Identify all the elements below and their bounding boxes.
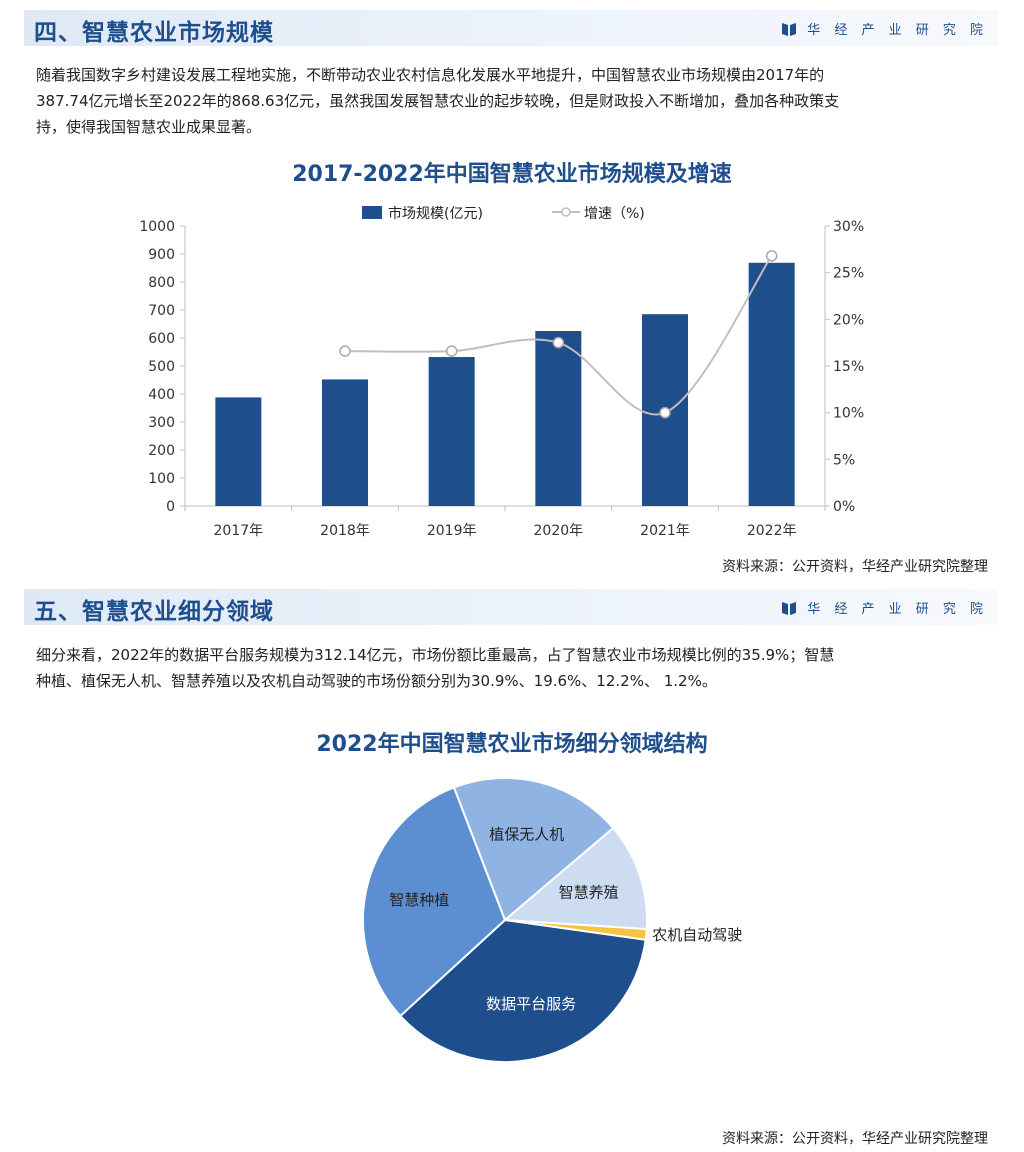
pie-chart-title: 2022年中国智慧农业市场细分领域结构 — [316, 732, 708, 757]
y-right-tick-label: 15% — [833, 359, 864, 375]
pie-slice-农机自动驾驶 — [504, 919, 648, 941]
paragraph-line: 细分来看，2022年的数据平台服务规模为312.14亿元，市场份额比重最高，占了… — [36, 646, 835, 664]
bar-2020年 — [535, 331, 582, 506]
bar-chart-title: 2017-2022年中国智慧农业市场规模及增速 — [292, 162, 732, 187]
x-tick-label: 2019年 — [427, 523, 477, 539]
x-tick-label: 2017年 — [214, 523, 264, 539]
legend-bar-label: 市场规模(亿元) — [388, 205, 483, 222]
brand-name: 华 经 产 业 研 究 院 — [807, 602, 988, 617]
growth-point-2020年 — [552, 336, 565, 349]
y-right-tick-label: 20% — [833, 312, 864, 328]
brand-label: 华 经 产 业 研 究 院 — [781, 19, 988, 38]
pie-slice-智慧养殖 — [502, 826, 648, 931]
section4-source: 资料来源：公开资料，华经产业研究院整理 — [722, 559, 988, 575]
x-tick-label: 2018年 — [320, 523, 370, 539]
y-left-tick-label: 600 — [148, 331, 175, 347]
bar-2019年 — [428, 357, 475, 506]
paragraph-line: 随着我国数字乡村建设发展工程地实施，不断带动农业农村信息化发展水平地提升，中国智… — [36, 66, 825, 84]
growth-point-2018年 — [339, 345, 351, 357]
paragraph-line: 种植、植保无人机、智慧养殖以及农机自动驾驶的市场份额分别为30.9%、19.6%… — [36, 672, 717, 690]
section4-header: 四、智慧农业市场规模 华 经 产 业 研 究 院 — [24, 10, 998, 46]
y-left-tick-label: 800 — [148, 275, 175, 291]
pie-label: 智慧养殖 — [559, 883, 619, 901]
section5-heading: 五、智慧农业细分领域 — [34, 599, 274, 625]
y-right-tick-label: 5% — [833, 452, 855, 468]
legend-line-marker — [561, 207, 571, 217]
x-tick-label: 2020年 — [534, 523, 584, 539]
paragraph-line: 持，使得我国智慧农业成果显著。 — [36, 118, 262, 136]
brand-name: 华 经 产 业 研 究 院 — [807, 23, 988, 38]
growth-line — [344, 255, 773, 416]
growth-point-2019年 — [445, 345, 458, 357]
section5-paragraph: 细分来看，2022年的数据平台服务规模为312.14亿元，市场份额比重最高，占了… — [36, 642, 992, 694]
pie-slice-植保无人机 — [452, 777, 615, 922]
growth-point-2022年 — [765, 250, 778, 262]
brand-logo-icon — [782, 601, 797, 615]
y-left-tick-label: 1000 — [139, 219, 175, 235]
pie-label: 农机自动驾驶 — [652, 926, 742, 944]
section5-source: 资料来源：公开资料，华经产业研究院整理 — [722, 1131, 988, 1147]
bar-2018年 — [322, 379, 368, 506]
section5-header: 五、智慧农业细分领域 华 经 产 业 研 究 院 — [24, 589, 998, 625]
y-left-tick-label: 300 — [148, 415, 175, 431]
y-left-tick-label: 100 — [148, 471, 175, 487]
pie-label: 智慧种植 — [389, 891, 449, 909]
x-tick-label: 2022年 — [747, 523, 797, 539]
brand-label: 华 经 产 业 研 究 院 — [781, 598, 988, 617]
section4-paragraph: 随着我国数字乡村建设发展工程地实施，不断带动农业农村信息化发展水平地提升，中国智… — [36, 62, 992, 140]
paragraph-line: 387.74亿元增长至2022年的868.63亿元，虽然我国发展智慧农业的起步较… — [36, 92, 840, 110]
bar-2022年 — [748, 262, 795, 506]
bar-line-chart: 市场规模(亿元) 增速（%) 0 100 200 300 400 500 600 700 800 90… — [139, 205, 864, 539]
y-right-tick-label: 25% — [833, 266, 864, 282]
y-left-tick-label: 400 — [148, 387, 175, 403]
bar-2017年 — [215, 397, 262, 506]
y-left-tick-label: 700 — [148, 303, 175, 319]
y-right-tick-label: 10% — [833, 406, 864, 422]
pie-slice-智慧种植 — [362, 786, 507, 1018]
y-right-tick-label: 30% — [833, 219, 864, 235]
growth-point-2021年 — [659, 406, 671, 419]
y-left-tick-label: 500 — [148, 359, 175, 375]
y-right-tick-label: 0% — [833, 499, 855, 515]
section4-heading: 四、智慧农业市场规模 — [34, 20, 274, 46]
x-tick-label: 2021年 — [640, 523, 690, 539]
pie-label: 植保无人机 — [489, 826, 564, 844]
y-left-tick-label: 900 — [148, 247, 175, 263]
pie-label: 数据平台服务 — [486, 995, 576, 1013]
brand-logo-icon — [782, 22, 797, 36]
legend-line-label: 增速（%) — [584, 206, 645, 222]
y-left-tick-label: 200 — [148, 443, 175, 459]
pie-slice-数据平台服务 — [398, 918, 647, 1063]
legend-bar-swatch — [362, 206, 382, 219]
y-left-tick-label: 0 — [166, 499, 175, 515]
